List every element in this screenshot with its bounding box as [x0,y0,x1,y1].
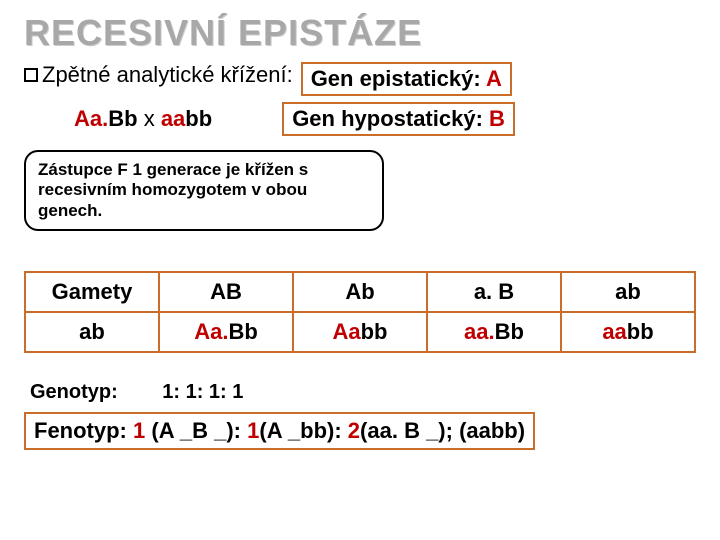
cross-x: x [138,106,161,131]
gen-hyp-allele: B [489,106,505,131]
cell-aaBb: aa.Bb [427,312,561,352]
cross-expression: Aa.Bb x aabb [74,106,212,132]
cross-p1a: Aa. [74,106,108,131]
cell-Aabb: Aabb [293,312,427,352]
cell-aB: a. B [427,272,561,312]
page-title: RECESIVNÍ EPISTÁZE [24,12,696,54]
table-row: Gamety AB Ab a. B ab [25,272,695,312]
cell-AaBb: Aa.Bb [159,312,293,352]
checkbox-label: Zpětné analytické křížení: [24,62,293,88]
row-cross-hyp: Aa.Bb x aabb Gen hypostatický: B [74,102,696,136]
cell-Ab: Ab [293,272,427,312]
cross-p2a: aa [161,106,185,131]
fenotyp-r2: 1 [247,418,259,443]
table-row: ab Aa.Bb Aabb aa.Bb aabb [25,312,695,352]
gen-epi-allele: A [486,66,502,91]
gen-hyp-label: Gen hypostatický: [292,106,483,131]
checkbox-icon [24,68,38,82]
genotyp-label: Genotyp: [30,381,118,403]
fenotyp-t3: (aa. B _); (aabb) [360,418,525,443]
cell-AB: AB [159,272,293,312]
gen-hypostaticky-box: Gen hypostatický: B [282,102,515,136]
fenotyp-r3: 2 [348,418,360,443]
fenotyp-t2: (A _bb): [259,418,341,443]
fenotyp-box: Fenotyp: 1 (A _B _): 1(A _bb): 2(aa. B _… [24,412,535,450]
cell-gamete-ab: ab [25,312,159,352]
genotyp-ratio: 1: 1: 1: 1 [162,381,243,403]
checkbox-text: Zpětné analytické křížení: [42,62,293,88]
fenotyp-label: Fenotyp: [34,418,127,443]
row-cross-epi: Zpětné analytické křížení: Gen epistatic… [24,62,696,96]
fenotyp-t1: (A _B _): [145,418,241,443]
cross-p2b: bb [185,106,212,131]
note-box: Zástupce F 1 generace je křížen s recesi… [24,150,384,231]
punnett-table: Gamety AB Ab a. B ab ab Aa.Bb Aabb aa.Bb… [24,271,696,353]
genotyp-line: Genotyp: 1: 1: 1: 1 [30,381,696,404]
cross-p1b: Bb [108,106,137,131]
cell-ab: ab [561,272,695,312]
gen-epistaticky-box: Gen epistatický: A [301,62,512,96]
cell-gamety: Gamety [25,272,159,312]
cell-aabb: aabb [561,312,695,352]
gen-epi-label: Gen epistatický: [311,66,481,91]
fenotyp-r1: 1 [133,418,145,443]
